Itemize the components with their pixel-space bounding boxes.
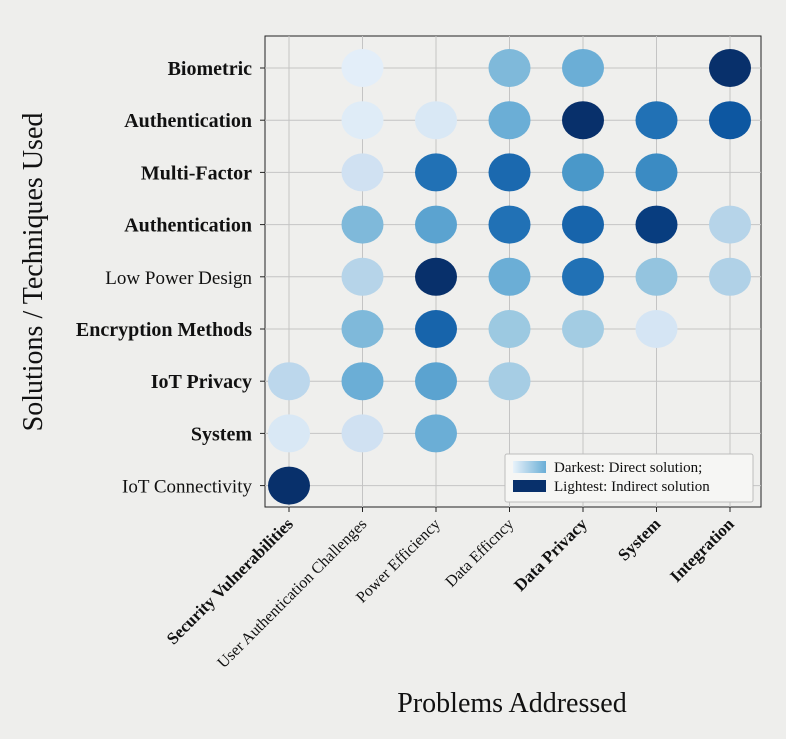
data-point [415,414,457,453]
legend-swatch-1 [513,480,546,492]
x-tick-label: System [614,514,664,564]
y-tick-label: Biometric [168,58,253,80]
data-point [341,362,384,401]
y-axis-label: Solutions / Techniques Used [18,113,49,432]
legend-label-1: Lightest: Indirect solution [554,479,710,495]
data-point [415,257,457,296]
x-axis-label: Problems Addressed [397,688,626,719]
data-point [709,205,751,244]
y-tick-label: IoT Connectivity [122,477,252,498]
legend-box [504,453,754,503]
legend: Darkest: Direct solution; Lightest: Indi… [504,453,754,503]
data-point [415,205,457,244]
data-point [635,153,678,192]
data-point [709,101,751,140]
x-tick-label: Integration [666,514,738,586]
data-point [709,257,751,296]
data-point [341,414,384,453]
y-tick-label: System [191,423,252,445]
data-point [268,466,310,505]
data-point [415,362,457,401]
data-point [488,257,531,296]
legend-swatch-0 [513,461,546,473]
data-point [635,310,678,348]
data-point [268,414,310,453]
data-point [341,153,384,192]
data-point [488,310,531,348]
data-point [488,362,531,401]
x-tick-label: Data Efficncy [442,516,517,591]
data-point [562,257,604,296]
data-point [341,49,384,87]
data-point [488,49,531,87]
y-tick-labels: Biometric Authentication Multi-Factor Authe… [76,58,265,498]
data-point [341,310,384,348]
data-point [488,153,531,192]
data-point [415,310,457,348]
data-point [415,101,457,140]
data-point [635,101,678,140]
data-point [341,101,384,140]
data-point [562,49,604,87]
y-tick-label: Encryption Methods [76,319,252,341]
data-point [268,362,310,401]
data-point [635,205,678,244]
data-point [488,101,531,140]
y-tick-label: IoT Privacy [151,371,252,393]
data-points [268,49,751,505]
data-point [709,49,751,87]
data-point [562,205,604,244]
data-point [635,257,678,296]
data-point [488,205,531,244]
y-tick-label: Low Power Design [105,268,252,289]
y-tick-label: Multi-Factor [141,162,252,184]
data-point [562,153,604,192]
data-point [341,257,384,296]
legend-label-0: Darkest: Direct solution; [554,460,702,476]
y-tick-label: Authentication [124,215,252,237]
data-point [562,101,604,140]
data-point [415,153,457,192]
y-tick-label: Authentication [124,110,252,132]
x-tick-label: Data Privacy [510,514,591,595]
data-point [562,310,604,348]
x-tick-label: Security Vulnerabilities [163,514,297,648]
data-point [341,205,384,244]
x-tick-label: User Authentication Challenges [214,516,370,672]
